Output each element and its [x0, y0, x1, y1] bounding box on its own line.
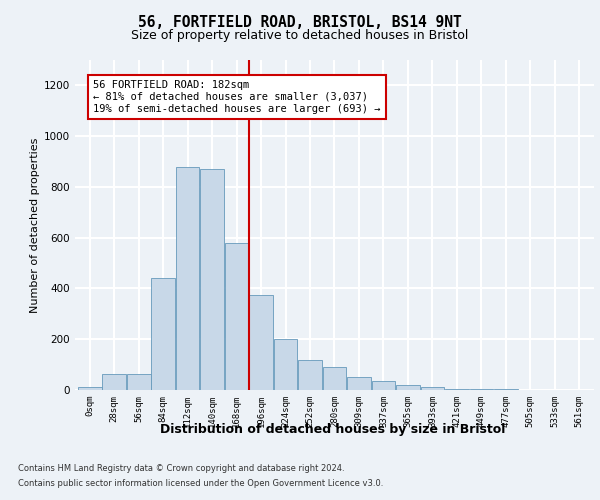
Bar — [249, 295, 273, 390]
Bar — [78, 388, 101, 390]
Text: Distribution of detached houses by size in Bristol: Distribution of detached houses by size … — [160, 422, 506, 436]
Text: 56 FORTFIELD ROAD: 182sqm
← 81% of detached houses are smaller (3,037)
19% of se: 56 FORTFIELD ROAD: 182sqm ← 81% of detac… — [94, 80, 381, 114]
Bar — [176, 166, 199, 390]
Bar — [298, 360, 322, 390]
Bar — [323, 367, 346, 390]
Y-axis label: Number of detached properties: Number of detached properties — [30, 138, 40, 312]
Bar — [371, 381, 395, 390]
Bar — [200, 169, 224, 390]
Bar — [127, 374, 151, 390]
Bar — [225, 243, 248, 390]
Bar — [151, 278, 175, 390]
Text: Contains HM Land Registry data © Crown copyright and database right 2024.: Contains HM Land Registry data © Crown c… — [18, 464, 344, 473]
Text: Contains public sector information licensed under the Open Government Licence v3: Contains public sector information licen… — [18, 479, 383, 488]
Bar — [274, 339, 298, 390]
Bar — [102, 374, 126, 390]
Bar — [421, 387, 444, 390]
Bar — [396, 385, 420, 390]
Bar — [470, 389, 493, 390]
Text: 56, FORTFIELD ROAD, BRISTOL, BS14 9NT: 56, FORTFIELD ROAD, BRISTOL, BS14 9NT — [138, 15, 462, 30]
Bar — [445, 388, 469, 390]
Text: Size of property relative to detached houses in Bristol: Size of property relative to detached ho… — [131, 29, 469, 42]
Bar — [347, 378, 371, 390]
